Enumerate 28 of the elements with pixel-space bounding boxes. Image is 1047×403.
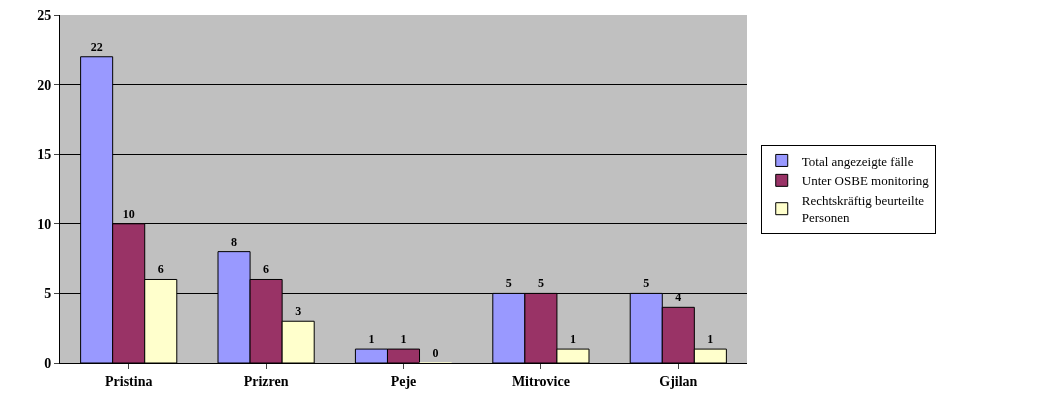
- y-tick-label: 15: [37, 147, 52, 163]
- y-tick-label: 20: [37, 77, 52, 93]
- data-label: 5: [505, 276, 512, 291]
- data-label: 5: [537, 276, 544, 291]
- data-label: 0: [432, 346, 439, 360]
- data-label: 8: [231, 234, 238, 249]
- data-label: 1: [707, 332, 714, 347]
- x-tick-label: Pristina: [104, 373, 153, 389]
- data-label: 6: [157, 262, 164, 277]
- data-label: 1: [400, 332, 407, 347]
- y-tick-label: 25: [37, 7, 52, 23]
- data-label: 1: [368, 332, 375, 347]
- data-label: 1: [569, 332, 576, 347]
- x-tick-label: Prizren: [243, 373, 289, 389]
- y-tick-label: 5: [44, 286, 52, 302]
- data-label: 6: [263, 262, 270, 277]
- data-label: 5: [643, 276, 650, 291]
- x-tick-label: Peje: [390, 373, 417, 389]
- x-tick-label: Gjilan: [659, 373, 698, 389]
- x-tick-label: Mitrovice: [511, 373, 570, 389]
- y-tick-label: 10: [37, 216, 52, 232]
- legend-label: Unter OSBE monitoring: [801, 173, 930, 189]
- data-label: 10: [122, 206, 135, 221]
- y-tick-label: 0: [44, 355, 52, 371]
- legend-label: Total angezeigte fälle: [801, 153, 914, 169]
- legend-label: Rechtskräftig beurteilte Personen: [801, 193, 925, 226]
- data-label: 3: [295, 304, 302, 319]
- data-label: 22: [90, 39, 103, 54]
